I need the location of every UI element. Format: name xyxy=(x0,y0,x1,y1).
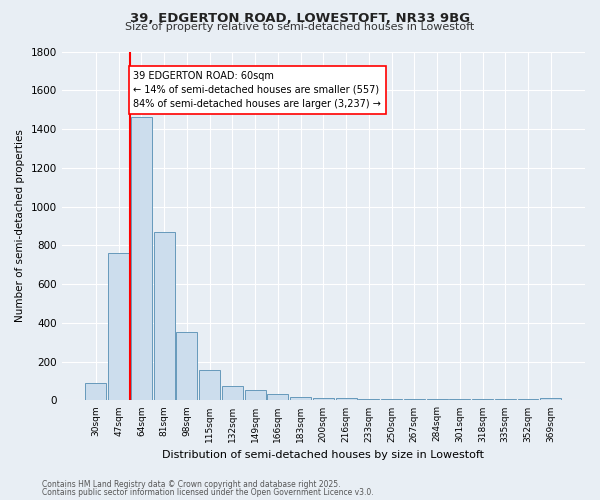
Bar xyxy=(245,390,266,400)
Bar xyxy=(108,253,129,400)
Bar xyxy=(131,118,152,401)
Bar xyxy=(335,398,356,400)
Bar xyxy=(199,370,220,400)
X-axis label: Distribution of semi-detached houses by size in Lowestoft: Distribution of semi-detached houses by … xyxy=(163,450,484,460)
Bar xyxy=(222,386,243,400)
Bar xyxy=(540,398,561,400)
Text: 39 EDGERTON ROAD: 60sqm
← 14% of semi-detached houses are smaller (557)
84% of s: 39 EDGERTON ROAD: 60sqm ← 14% of semi-de… xyxy=(133,71,382,109)
Text: Contains HM Land Registry data © Crown copyright and database right 2025.: Contains HM Land Registry data © Crown c… xyxy=(42,480,341,489)
Bar xyxy=(85,383,106,400)
Bar xyxy=(268,394,289,400)
Y-axis label: Number of semi-detached properties: Number of semi-detached properties xyxy=(15,130,25,322)
Bar xyxy=(176,332,197,400)
Bar xyxy=(154,232,175,400)
Text: Size of property relative to semi-detached houses in Lowestoft: Size of property relative to semi-detach… xyxy=(125,22,475,32)
Text: 39, EDGERTON ROAD, LOWESTOFT, NR33 9BG: 39, EDGERTON ROAD, LOWESTOFT, NR33 9BG xyxy=(130,12,470,26)
Text: Contains public sector information licensed under the Open Government Licence v3: Contains public sector information licen… xyxy=(42,488,374,497)
Bar xyxy=(313,398,334,400)
Bar xyxy=(290,396,311,400)
